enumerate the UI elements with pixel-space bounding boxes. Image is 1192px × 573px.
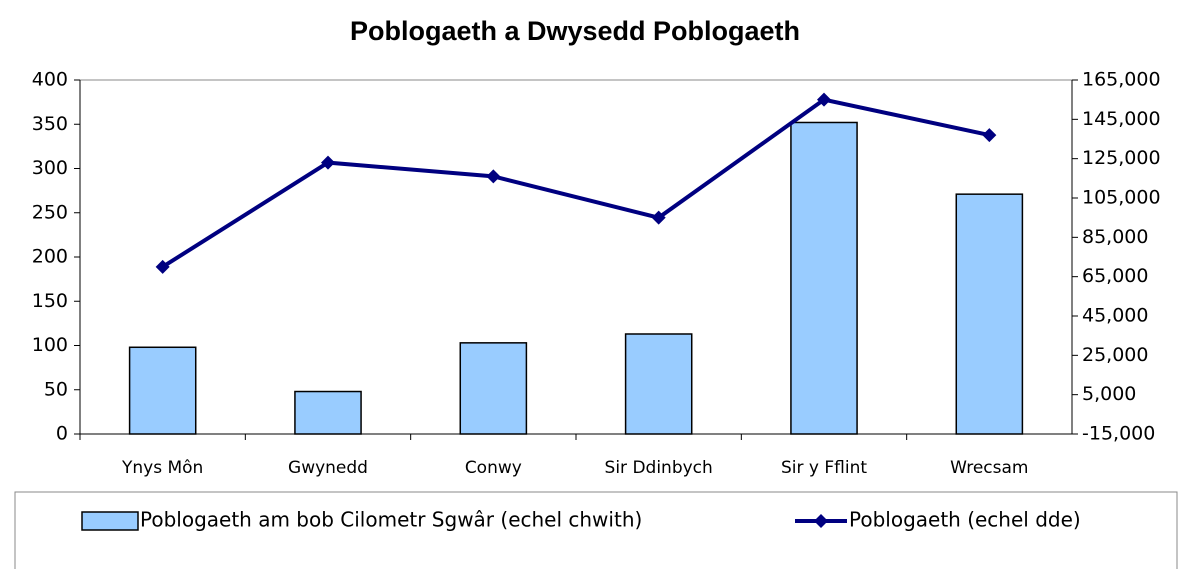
y2-tick-label: 5,000 (1082, 383, 1136, 405)
y2-tick-label: 145,000 (1082, 108, 1161, 130)
marker (982, 128, 997, 143)
x-tick-label: Wrecsam (950, 458, 1028, 478)
y2-tick-label: 65,000 (1082, 265, 1148, 287)
y-tick-label: 300 (32, 157, 68, 179)
legend-swatch (81, 511, 139, 531)
y-tick-label: 150 (32, 290, 68, 312)
y-tick-label: 400 (32, 69, 68, 91)
y2-tick-label: 125,000 (1082, 147, 1161, 169)
y2-tick-label: 165,000 (1082, 69, 1161, 91)
marker (321, 155, 335, 170)
legend-box (14, 491, 1178, 573)
y-tick-label: 0 (56, 423, 68, 445)
legend-marker (814, 514, 828, 528)
bar (294, 390, 362, 435)
y2-tick-label: 85,000 (1082, 226, 1148, 248)
y-tick-label: 50 (44, 378, 68, 400)
bar (459, 342, 528, 435)
line (161, 97, 990, 269)
x-tick-label: Conwy (465, 458, 522, 478)
y2-tick-label: 25,000 (1082, 344, 1148, 366)
legend-label: Poblogaeth (echel dde) (849, 508, 1081, 532)
y-tick-label: 200 (32, 246, 68, 268)
y-tick-label: 100 (32, 334, 68, 356)
y-tick-label: 350 (32, 113, 68, 135)
plot-area (79, 79, 1073, 435)
bar (955, 193, 1024, 435)
marker (155, 259, 170, 274)
y2-tick-label: 105,000 (1082, 187, 1161, 209)
bar (128, 346, 197, 435)
bar (790, 121, 858, 435)
chart-title: Poblogaeth a Dwysedd Poblogaeth (350, 16, 800, 46)
x-tick-label: Gwynedd (288, 458, 368, 478)
bar (624, 333, 693, 435)
x-tick-label: Sir y Fflint (781, 458, 867, 478)
y-tick-label: 250 (32, 201, 68, 223)
marker (817, 92, 831, 107)
x-tick-label: Sir Ddinbych (605, 458, 713, 478)
x-tick-label: Ynys Môn (121, 458, 203, 478)
marker (651, 210, 666, 225)
y2-tick-label: -15,000 (1082, 423, 1155, 445)
marker (486, 169, 501, 184)
legend-label: Poblogaeth am bob Cilometr Sgwâr (echel … (140, 508, 642, 532)
y2-tick-label: 45,000 (1082, 305, 1148, 327)
